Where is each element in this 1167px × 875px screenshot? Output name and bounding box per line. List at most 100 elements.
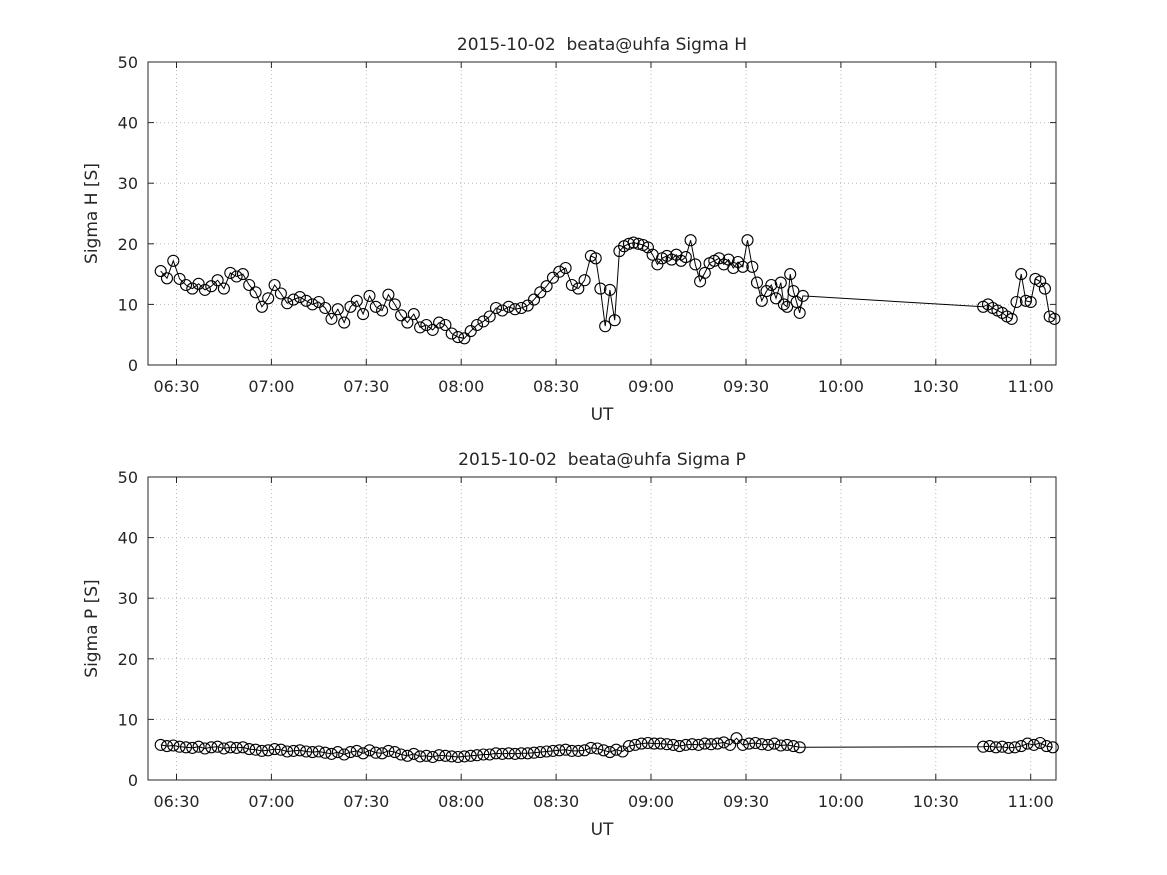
y-tick-label: 40	[118, 114, 138, 133]
data-marker	[154, 265, 167, 278]
data-marker	[464, 325, 477, 338]
y-tick-label: 10	[118, 710, 138, 729]
data-marker	[198, 283, 211, 296]
data-marker	[755, 738, 768, 751]
x-axis-label: UT	[591, 405, 614, 425]
data-marker	[684, 234, 697, 247]
data-marker	[989, 741, 1002, 754]
x-tick-label: 07:00	[248, 792, 294, 811]
data-marker	[1027, 738, 1040, 751]
data-marker	[496, 304, 509, 317]
data-marker	[376, 747, 389, 760]
data-marker	[502, 747, 515, 760]
data-marker	[167, 254, 180, 267]
data-marker	[300, 294, 313, 307]
y-tick-label: 20	[118, 650, 138, 669]
data-marker	[382, 288, 395, 301]
data-marker	[312, 745, 325, 758]
data-marker	[508, 303, 522, 316]
data-marker	[205, 741, 218, 754]
data-marker	[420, 749, 433, 762]
data-marker	[179, 278, 193, 292]
data-line	[160, 240, 1055, 339]
data-marker	[217, 282, 230, 295]
data-marker	[629, 738, 642, 751]
y-tick-label: 30	[118, 174, 138, 193]
data-marker	[1034, 736, 1047, 750]
data-marker	[546, 271, 560, 284]
data-marker	[306, 746, 319, 759]
data-marker	[306, 298, 319, 311]
data-marker	[344, 300, 357, 313]
data-marker	[572, 282, 585, 295]
data-marker	[559, 261, 572, 275]
data-marker	[1008, 741, 1021, 754]
data-marker	[790, 295, 803, 309]
data-marker	[741, 234, 754, 247]
data-marker	[179, 741, 193, 754]
data-marker	[1005, 312, 1018, 325]
data-marker	[731, 255, 745, 269]
data-marker	[660, 738, 673, 751]
data-marker	[760, 285, 773, 298]
data-marker	[1021, 737, 1034, 750]
x-tick-label: 06:30	[153, 377, 199, 396]
data-marker	[287, 293, 300, 306]
data-marker	[293, 744, 306, 757]
data-marker	[774, 276, 787, 289]
data-marker	[603, 283, 616, 296]
x-tick-label: 11:00	[1008, 792, 1054, 811]
data-marker	[464, 749, 477, 762]
chart-title: 2015-10-02 beata@uhfa Sigma P	[458, 450, 746, 470]
data-marker	[388, 746, 401, 759]
data-marker	[192, 740, 205, 753]
data-marker	[781, 300, 794, 313]
data-marker	[293, 291, 306, 304]
data-marker	[540, 280, 553, 293]
data-marker	[445, 750, 458, 763]
data-marker	[1040, 740, 1053, 753]
data-marker	[477, 748, 490, 761]
data-marker	[534, 286, 547, 299]
data-marker	[243, 278, 256, 292]
data-marker	[369, 300, 382, 313]
data-marker	[268, 743, 281, 756]
data-marker	[255, 300, 268, 313]
data-marker	[300, 745, 313, 758]
data-marker	[546, 744, 560, 757]
data-marker	[483, 748, 496, 761]
data-marker	[224, 266, 237, 279]
data-marker	[357, 747, 370, 760]
data-marker	[622, 237, 635, 250]
data-marker	[357, 308, 370, 321]
data-marker	[565, 278, 578, 292]
x-tick-label: 10:00	[818, 377, 864, 396]
data-marker	[249, 286, 262, 299]
x-tick-label: 10:30	[913, 377, 959, 396]
data-marker	[527, 746, 541, 759]
data-marker	[717, 736, 730, 749]
data-marker	[255, 744, 268, 757]
data-marker	[325, 312, 338, 325]
data-marker	[439, 749, 452, 762]
data-marker	[154, 738, 167, 751]
data-marker	[578, 744, 591, 757]
data-marker	[762, 738, 775, 751]
data-marker	[173, 740, 186, 753]
data-marker	[350, 744, 363, 757]
data-marker	[262, 292, 275, 305]
data-marker	[743, 737, 756, 750]
data-marker	[769, 292, 783, 305]
data-marker	[635, 737, 648, 750]
data-marker	[376, 304, 389, 317]
data-marker	[1010, 295, 1023, 309]
data-marker	[369, 746, 382, 759]
data-marker	[796, 289, 809, 302]
data-marker	[793, 741, 806, 754]
data-marker	[458, 750, 471, 763]
x-tick-label: 07:00	[248, 377, 294, 396]
data-marker	[765, 278, 778, 292]
data-marker	[594, 282, 607, 295]
data-marker	[433, 316, 446, 329]
